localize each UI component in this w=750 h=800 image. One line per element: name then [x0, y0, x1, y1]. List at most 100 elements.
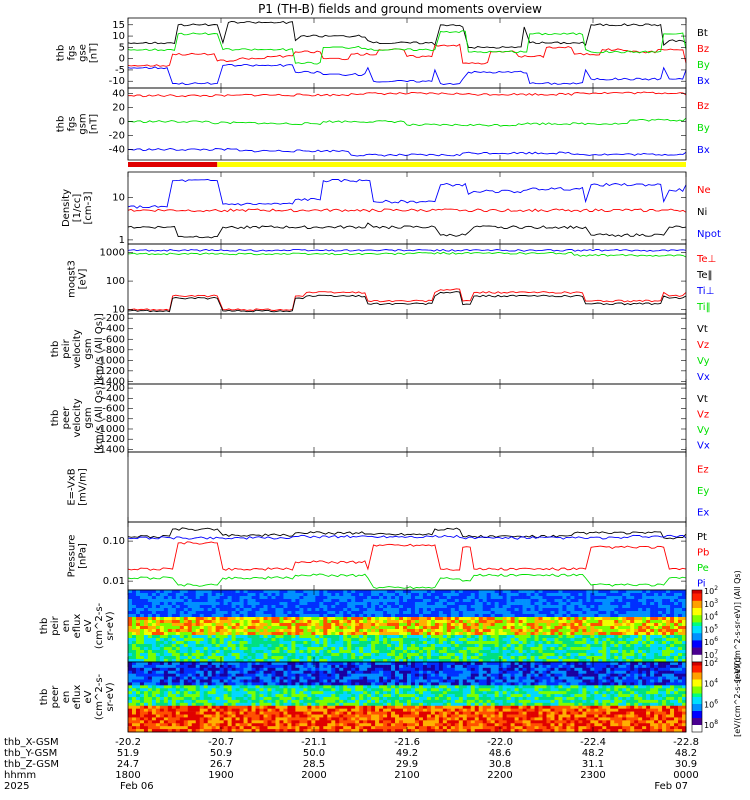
heatmap-cell [490, 644, 495, 648]
heatmap-cell [399, 623, 404, 627]
heatmap-cell [662, 608, 667, 612]
heatmap-cell [474, 623, 480, 627]
series-Te⊥ [127, 288, 687, 311]
heatmap-cell [319, 599, 324, 603]
heatmap-cell [299, 605, 304, 609]
heatmap-cell [618, 611, 623, 615]
heatmap-cell [131, 702, 137, 707]
heatmap-cell [331, 670, 336, 674]
heatmap-cell [414, 659, 420, 663]
heatmap-cell [355, 596, 360, 600]
heatmap-cell [379, 611, 384, 615]
heatmap-cell [670, 650, 675, 654]
heatmap-cell [546, 596, 551, 600]
heatmap-cell [470, 599, 476, 603]
heatmap-cell [159, 682, 165, 686]
heatmap-cell [263, 673, 268, 677]
heatmap-cell [359, 641, 364, 645]
colorbar-segment [692, 618, 702, 623]
heatmap-cell [462, 626, 468, 630]
heatmap-cell [275, 602, 280, 606]
heatmap-cell [275, 617, 280, 621]
heatmap-cell [658, 650, 663, 654]
heatmap-cell [670, 644, 675, 648]
heatmap-cell [522, 593, 527, 597]
heatmap-cell [131, 593, 137, 597]
heatmap-cell [642, 596, 647, 600]
heatmap-cell [558, 638, 563, 642]
heatmap-cell [191, 650, 197, 654]
heatmap-cell [251, 653, 256, 657]
heatmap-cell [271, 705, 276, 709]
heatmap-cell [279, 617, 284, 621]
heatmap-cell [279, 711, 284, 715]
heatmap-cell [263, 699, 268, 704]
heatmap-cell [414, 629, 420, 633]
heatmap-cell [151, 662, 157, 666]
heatmap-cell [678, 590, 683, 594]
heatmap-cell [207, 708, 212, 712]
heatmap-cell [546, 626, 551, 630]
heatmap-cell [638, 617, 643, 621]
heatmap-cell [666, 593, 671, 597]
heatmap-cell [279, 726, 284, 730]
heatmap-cell [482, 617, 488, 621]
heatmap-cell [442, 605, 448, 609]
heatmap-cell [299, 664, 304, 669]
heatmap-cell [147, 623, 153, 627]
heatmap-cell [179, 593, 185, 597]
heatmap-cell [283, 673, 288, 677]
heatmap-cell [251, 635, 256, 639]
heatmap-cell [299, 644, 304, 648]
heatmap-cell [151, 711, 157, 715]
heatmap-cell [171, 596, 177, 600]
heatmap-cell [243, 641, 248, 645]
heatmap-cell [371, 641, 376, 645]
heatmap-cell [578, 635, 583, 639]
heatmap-cell [128, 705, 133, 709]
heatmap-cell [291, 659, 296, 663]
heatmap-cell [558, 593, 563, 597]
heatmap-cell [498, 647, 503, 651]
heatmap-cell [295, 705, 300, 709]
heatmap-cell [478, 590, 484, 594]
heatmap-cell [271, 629, 276, 633]
heatmap-cell [450, 647, 456, 651]
heatmap-cell [179, 602, 185, 606]
heatmap-cell [187, 605, 193, 609]
heatmap-cell [371, 632, 376, 636]
heatmap-cell [239, 711, 244, 715]
heatmap-cell [131, 599, 137, 603]
heatmap-cell [207, 647, 212, 651]
heatmap-cell [614, 611, 619, 615]
heatmap-cell [590, 650, 595, 654]
heatmap-cell [618, 596, 623, 600]
heatmap-cell [255, 673, 260, 677]
heatmap-cell [486, 593, 491, 597]
heatmap-cell [247, 682, 252, 686]
heatmap-cell [271, 641, 276, 645]
heatmap-cell [163, 697, 169, 701]
heatmap-cell [642, 629, 647, 633]
heatmap-cell [283, 605, 288, 609]
heatmap-cell [287, 682, 292, 686]
y-axis-label: thb fgs gse [nT] [56, 43, 100, 63]
heatmap-cell [630, 656, 635, 660]
heatmap-cell [211, 708, 216, 712]
heatmap-cell [271, 644, 276, 648]
heatmap-cell [407, 656, 412, 660]
heatmap-cell [259, 590, 264, 594]
heatmap-cell [586, 614, 591, 618]
heatmap-cell [128, 617, 133, 621]
heatmap-cell [586, 653, 591, 657]
heatmap-cell [351, 644, 356, 648]
heatmap-cell [494, 656, 499, 660]
heatmap-cell [279, 682, 284, 686]
heatmap-cell [379, 635, 384, 639]
heatmap-cell [239, 623, 244, 627]
heatmap-cell [155, 702, 161, 707]
heatmap-cell [486, 602, 491, 606]
heatmap-cell [327, 726, 332, 730]
heatmap-cell [311, 650, 316, 654]
heatmap-cell [219, 662, 224, 666]
